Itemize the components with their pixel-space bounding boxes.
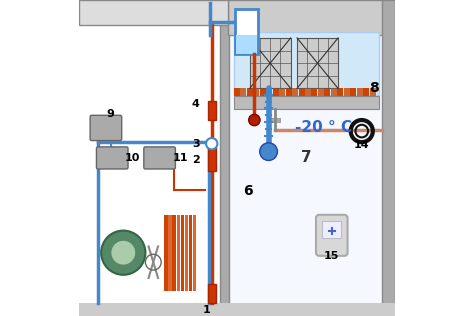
FancyBboxPatch shape <box>90 115 122 141</box>
Bar <box>236 9 257 54</box>
Bar <box>79 303 395 316</box>
Text: 1: 1 <box>203 305 211 314</box>
Text: 7: 7 <box>301 150 312 166</box>
Bar <box>79 0 228 25</box>
Bar <box>337 88 343 96</box>
Bar <box>173 215 176 291</box>
Bar <box>357 88 363 96</box>
Bar <box>318 88 324 96</box>
Text: 11: 11 <box>173 153 188 163</box>
Bar <box>185 215 188 291</box>
Circle shape <box>260 143 277 161</box>
Bar <box>370 88 376 96</box>
Bar <box>228 0 395 316</box>
Circle shape <box>249 114 260 126</box>
Bar <box>270 118 280 122</box>
Text: 9: 9 <box>107 109 115 119</box>
Text: 6: 6 <box>243 184 253 198</box>
Bar <box>311 88 318 96</box>
Circle shape <box>206 138 218 149</box>
Bar <box>344 88 350 96</box>
Bar <box>240 88 246 96</box>
Bar <box>292 88 298 96</box>
Bar <box>250 38 291 88</box>
Bar <box>324 88 330 96</box>
Bar <box>237 35 256 54</box>
Bar <box>193 215 196 291</box>
Bar <box>234 88 240 96</box>
Bar <box>208 284 216 303</box>
Bar <box>322 221 341 239</box>
Bar <box>273 88 279 96</box>
FancyBboxPatch shape <box>316 215 347 256</box>
Bar <box>350 88 356 96</box>
Bar <box>305 88 311 96</box>
FancyBboxPatch shape <box>96 147 128 169</box>
Bar <box>247 88 253 96</box>
Text: 14: 14 <box>354 140 370 150</box>
Bar <box>331 88 337 96</box>
Text: 3: 3 <box>192 139 200 149</box>
Bar <box>363 88 369 96</box>
Bar <box>176 215 180 291</box>
Bar <box>208 101 216 120</box>
Text: -20 ° C: -20 ° C <box>295 120 353 136</box>
Bar <box>79 0 224 316</box>
Bar <box>253 88 259 96</box>
Bar <box>234 32 379 95</box>
Bar <box>164 215 167 291</box>
Bar <box>299 88 304 96</box>
Circle shape <box>101 231 146 275</box>
Text: 4: 4 <box>192 99 200 109</box>
Bar <box>189 215 192 291</box>
Text: 10: 10 <box>125 153 140 163</box>
Bar <box>279 88 285 96</box>
Bar <box>285 88 292 96</box>
Text: 15: 15 <box>324 251 339 261</box>
Bar <box>168 215 172 291</box>
FancyBboxPatch shape <box>144 147 175 169</box>
Text: 8: 8 <box>370 82 379 95</box>
Bar <box>219 0 229 316</box>
Bar <box>266 88 272 96</box>
Bar <box>208 149 216 171</box>
Bar <box>228 0 395 35</box>
Text: 2: 2 <box>192 155 200 165</box>
Bar <box>181 215 184 291</box>
Bar <box>260 88 266 96</box>
Circle shape <box>110 240 136 265</box>
Bar <box>383 0 395 316</box>
Bar <box>297 38 338 88</box>
Bar <box>234 96 379 109</box>
